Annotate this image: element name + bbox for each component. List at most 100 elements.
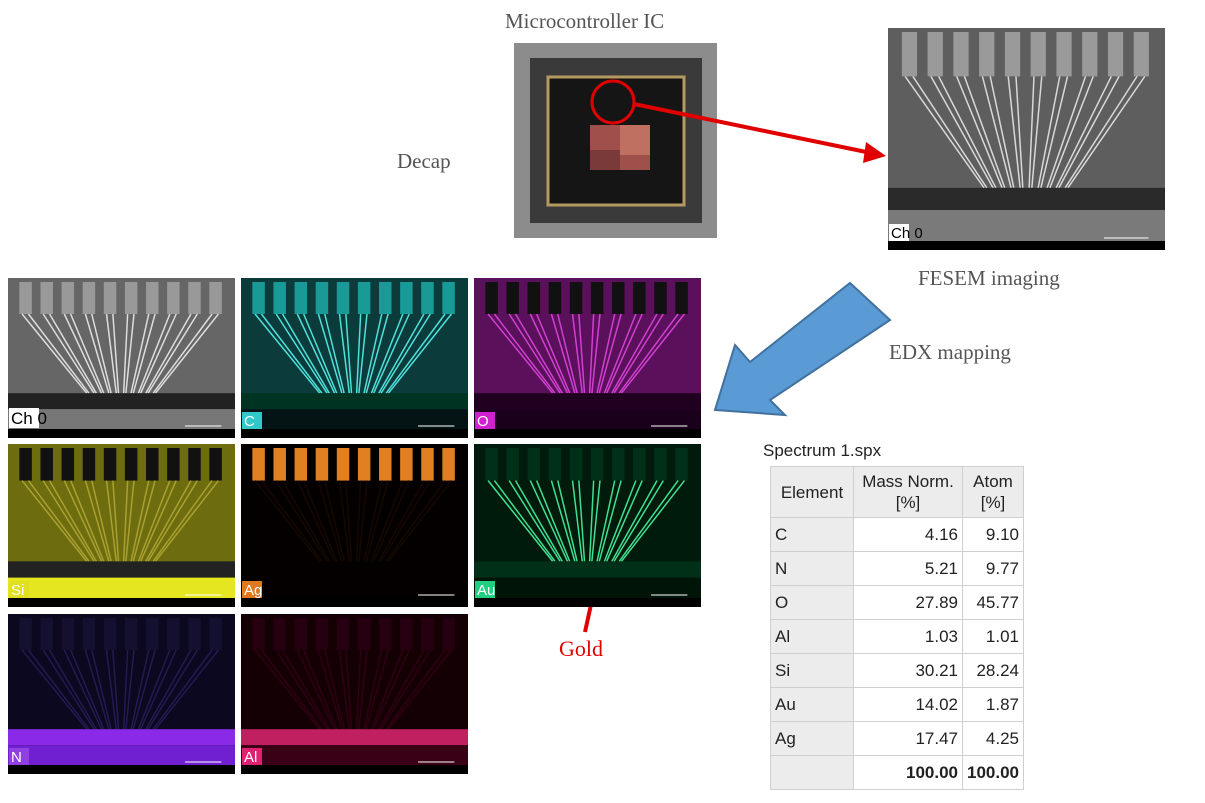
- pad: [1056, 32, 1071, 76]
- pad: [188, 618, 200, 650]
- cell: 28.24: [963, 654, 1024, 688]
- pad: [506, 448, 518, 481]
- pad: [83, 618, 95, 650]
- pad: [1108, 32, 1123, 76]
- footer: [474, 598, 701, 607]
- footer: [8, 765, 235, 774]
- pad: [62, 618, 74, 650]
- pad: [125, 448, 137, 481]
- pad: [928, 32, 943, 76]
- pad: [379, 282, 391, 314]
- pad: [125, 618, 137, 650]
- pad: [316, 618, 328, 650]
- pad: [591, 282, 603, 314]
- footer: [241, 598, 468, 607]
- pad: [316, 448, 328, 481]
- map-label: Si: [11, 582, 24, 599]
- pad: [62, 448, 74, 481]
- column-header: Mass Norm. [%]: [854, 467, 963, 518]
- sem-image: Al: [241, 614, 468, 774]
- table-row: Au14.021.87: [771, 688, 1024, 722]
- pad: [19, 618, 31, 650]
- pad: [902, 32, 917, 76]
- cell: 4.25: [963, 722, 1024, 756]
- pad: [316, 282, 328, 314]
- flow-arrow: [715, 283, 890, 415]
- pad: [1082, 32, 1097, 76]
- cell: Au: [771, 688, 854, 722]
- pad: [146, 448, 158, 481]
- sem-image: N: [8, 614, 235, 774]
- band: [8, 561, 235, 577]
- pad: [485, 282, 497, 314]
- pad: [104, 448, 116, 481]
- pad: [40, 282, 52, 314]
- column-header: Atom [%]: [963, 467, 1024, 518]
- pad: [421, 618, 433, 650]
- pad: [62, 282, 74, 314]
- pad: [104, 618, 116, 650]
- illustration: Ch 0Ch 0COSiAgAuNAl: [0, 0, 1205, 803]
- table-title: Spectrum 1.spx: [763, 441, 881, 461]
- table-row: O27.8945.77: [771, 586, 1024, 620]
- cell: Al: [771, 620, 854, 654]
- pad: [337, 282, 349, 314]
- band: [241, 729, 468, 745]
- pad: [252, 448, 264, 481]
- pad: [675, 282, 687, 314]
- pad: [953, 32, 968, 76]
- cell: 9.77: [963, 552, 1024, 586]
- pad: [40, 448, 52, 481]
- footer: [241, 765, 468, 774]
- pad: [549, 448, 561, 481]
- pad: [167, 618, 179, 650]
- cell: 45.77: [963, 586, 1024, 620]
- pad: [146, 282, 158, 314]
- band: [888, 188, 1165, 210]
- pad: [358, 618, 370, 650]
- pad: [379, 448, 391, 481]
- map-label: C: [244, 413, 255, 430]
- cell: 1.01: [963, 620, 1024, 654]
- band: [8, 729, 235, 745]
- table-row: N5.219.77: [771, 552, 1024, 586]
- pad: [979, 32, 994, 76]
- pad: [549, 282, 561, 314]
- band: [8, 393, 235, 409]
- table-row: Si30.2128.24: [771, 654, 1024, 688]
- band: [241, 561, 468, 577]
- pad: [675, 448, 687, 481]
- pad: [167, 448, 179, 481]
- sem-image: Si: [8, 444, 235, 607]
- pad: [442, 282, 454, 314]
- pad: [400, 282, 412, 314]
- pad: [570, 448, 582, 481]
- cell: N: [771, 552, 854, 586]
- cell: 4.16: [854, 518, 963, 552]
- footer: [888, 241, 1165, 250]
- sem-image: Ag: [241, 444, 468, 607]
- pad: [273, 282, 285, 314]
- cell: 30.21: [854, 654, 963, 688]
- cell: 5.21: [854, 552, 963, 586]
- footer: [241, 429, 468, 438]
- sem-image: O: [474, 278, 701, 438]
- pad: [209, 618, 221, 650]
- pad: [40, 618, 52, 650]
- map-label: Al: [244, 749, 257, 766]
- pad: [188, 282, 200, 314]
- pad: [19, 282, 31, 314]
- pad: [528, 282, 540, 314]
- pad: [633, 448, 645, 481]
- map-label: Ag: [244, 582, 262, 599]
- pad: [400, 448, 412, 481]
- band: [474, 561, 701, 577]
- table-row: C4.169.10: [771, 518, 1024, 552]
- pad: [337, 618, 349, 650]
- pad: [379, 618, 391, 650]
- pad: [442, 618, 454, 650]
- cell: 9.10: [963, 518, 1024, 552]
- total-row: 100.00100.00: [771, 756, 1024, 790]
- pad: [442, 448, 454, 481]
